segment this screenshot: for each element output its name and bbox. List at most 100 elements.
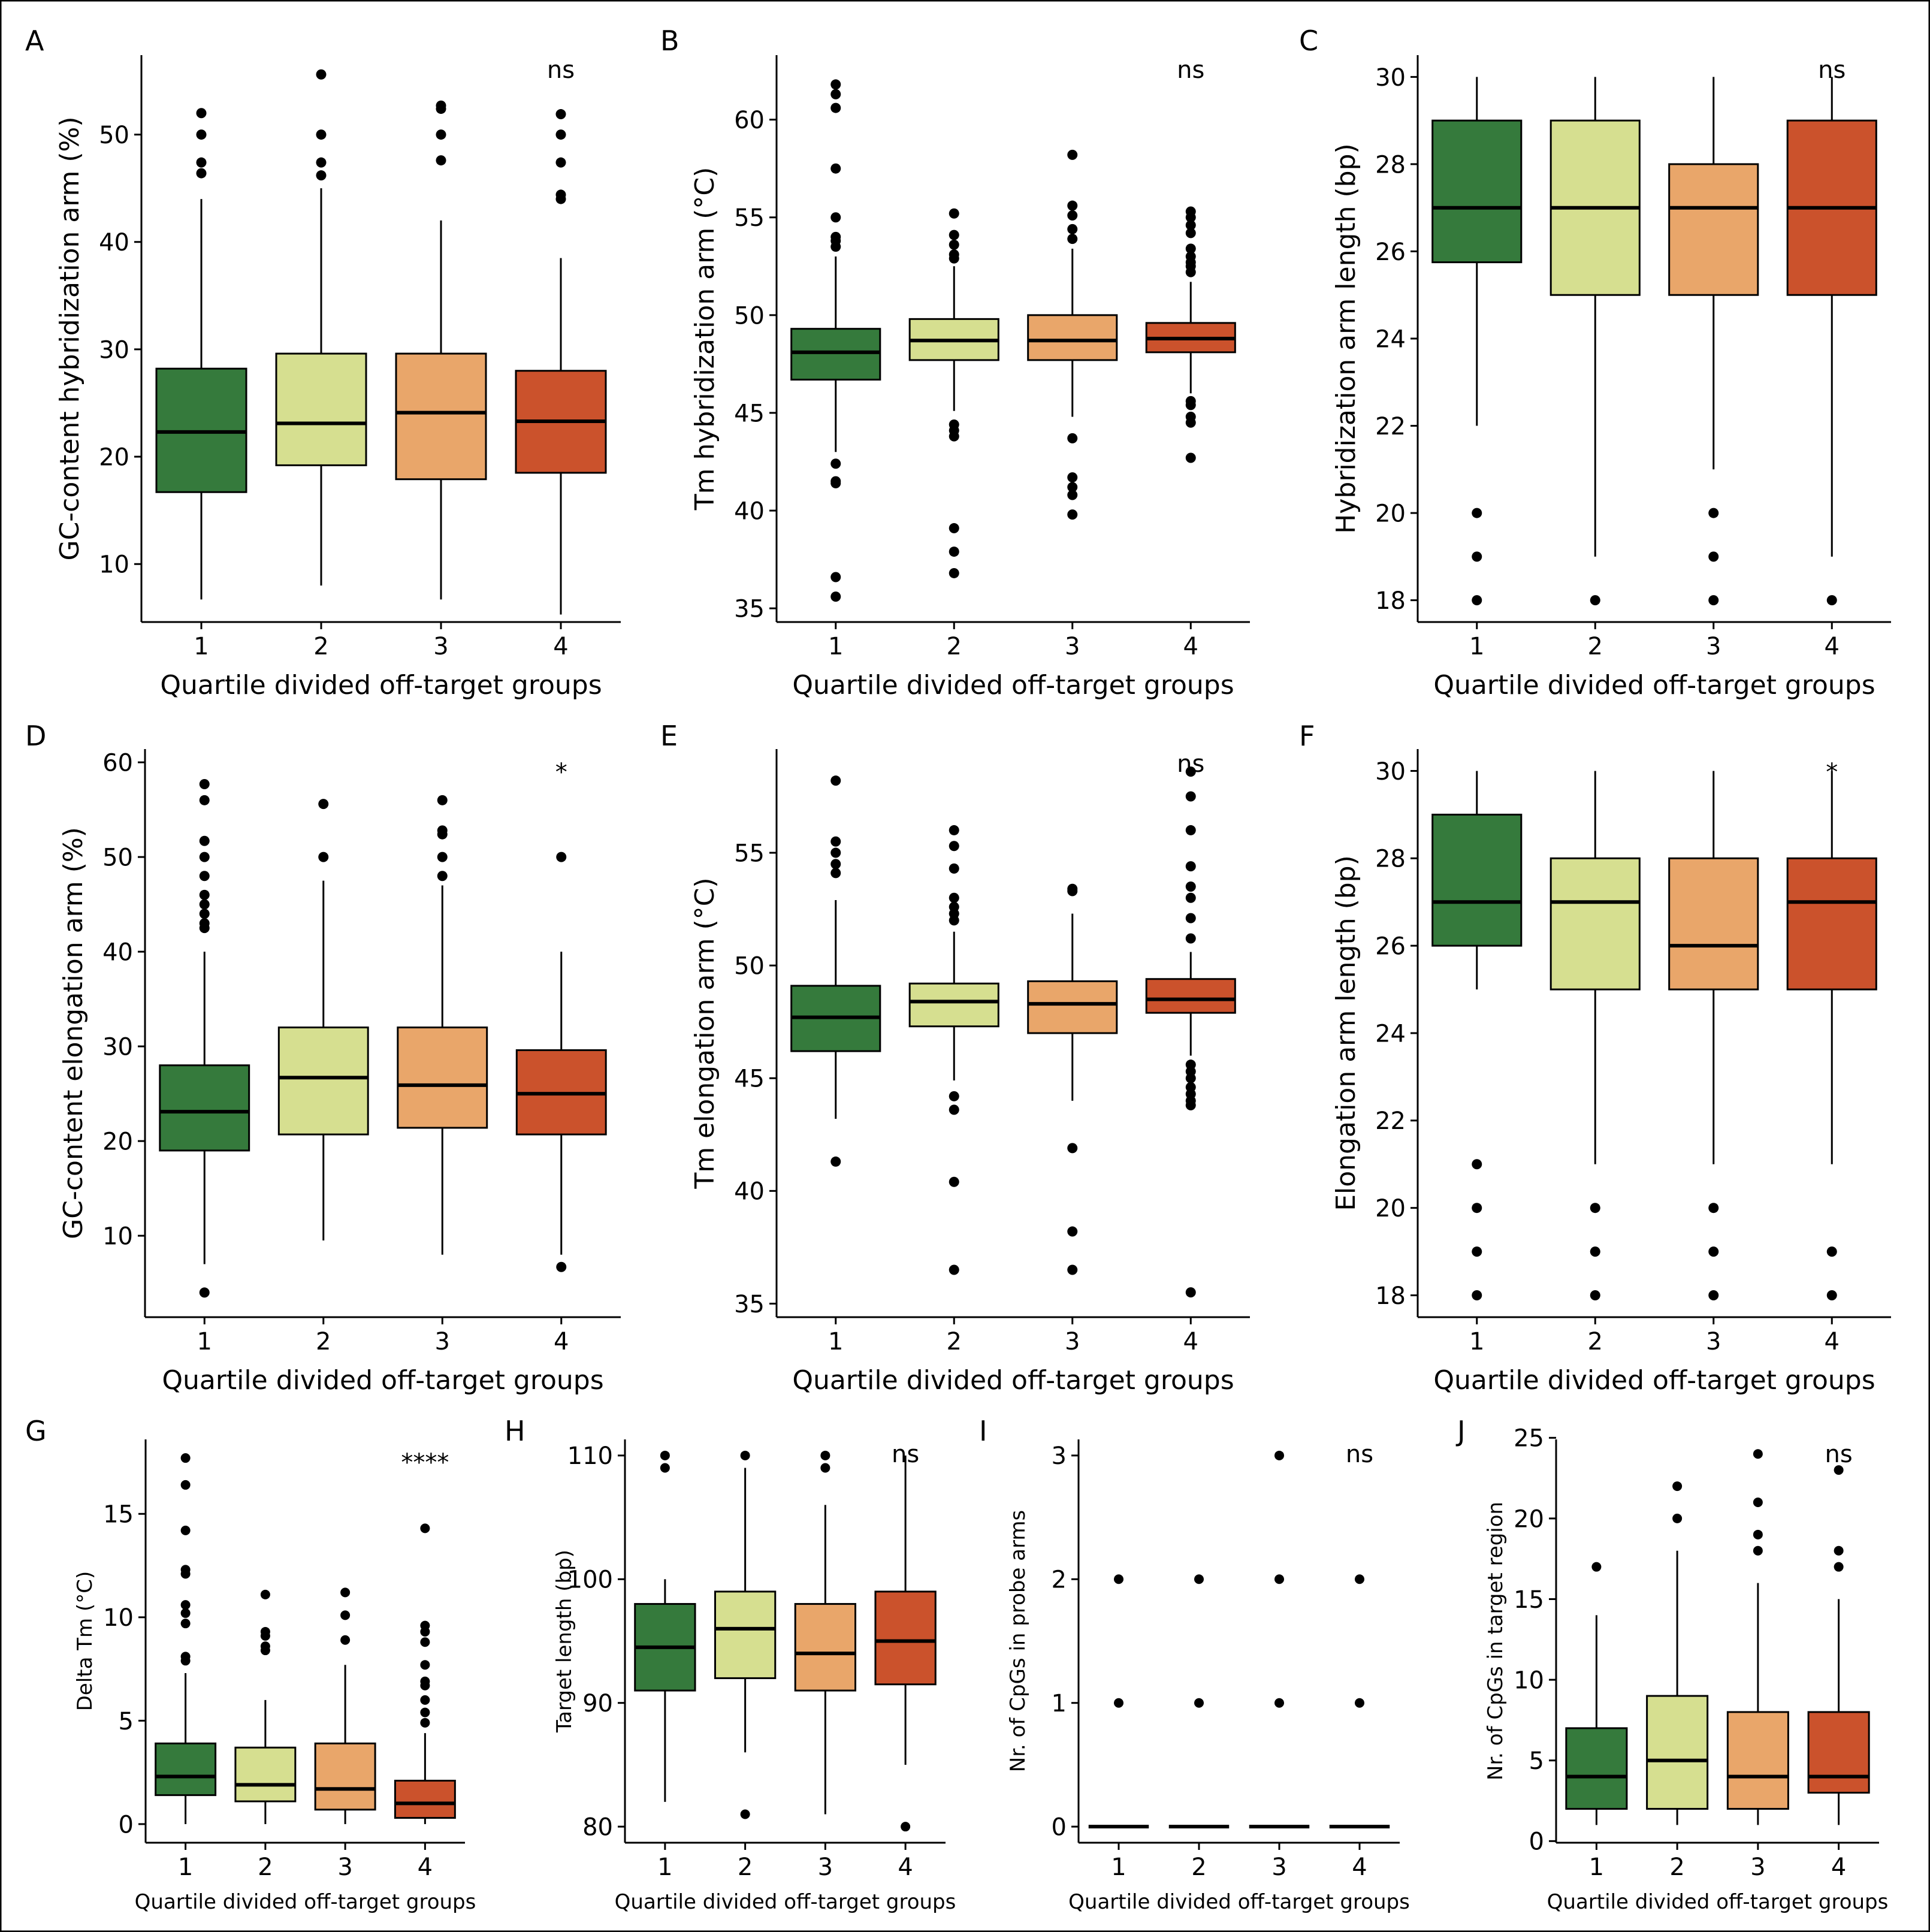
outlier-point — [830, 836, 841, 847]
outlier-point — [1185, 1287, 1196, 1298]
panel-c: C 18 20 22 24 26 28 30 1 2 3 4 Quartile divided off-… — [1299, 25, 1891, 701]
box-group-e-4 — [1145, 766, 1236, 1298]
y-tick-label-f: 24 — [1375, 1020, 1406, 1047]
outlier-point — [1834, 1465, 1844, 1475]
y-axis-title-d: GC-content elongation arm (%) — [58, 827, 89, 1239]
outlier-point — [420, 1707, 430, 1717]
outlier-point — [1472, 1159, 1482, 1170]
x-tick-label-j: 4 — [1831, 1853, 1846, 1881]
outlier-point — [420, 1523, 430, 1533]
outlier-point — [1591, 1562, 1602, 1572]
outlier-point — [1067, 490, 1078, 500]
panel-letter-j: J — [1455, 1415, 1466, 1447]
x-tick-label-j: 1 — [1589, 1853, 1604, 1881]
box — [1145, 978, 1236, 1014]
outlier-point — [1472, 551, 1482, 562]
outlier-point — [1185, 251, 1196, 262]
box-group-h-3 — [794, 1450, 857, 1815]
outlier-point — [420, 1695, 430, 1705]
outlier-point — [1185, 243, 1196, 254]
x-tick-label-f: 4 — [1825, 1328, 1840, 1356]
box — [277, 1027, 369, 1136]
x-tick-label-i: 3 — [1271, 1853, 1286, 1881]
outlier-point — [1194, 1698, 1204, 1708]
y-tick-label-j: 15 — [1514, 1586, 1544, 1614]
panel-letter-h: H — [505, 1415, 525, 1447]
x-tick-label-j: 3 — [1750, 1853, 1765, 1881]
box — [714, 1590, 777, 1679]
x-tick-label-j: 2 — [1669, 1853, 1684, 1881]
outlier-point — [199, 778, 210, 789]
y-tick-label-e: 55 — [734, 840, 765, 867]
y-tick-label-c: 18 — [1375, 587, 1406, 615]
x-tick-label-h: 2 — [738, 1853, 753, 1881]
significance-label-g: **** — [401, 1449, 449, 1477]
box-group-e-1 — [790, 775, 881, 1167]
box-group-g-4 — [394, 1523, 456, 1824]
x-tick-label-f: 1 — [1469, 1328, 1484, 1356]
outlier-point — [1672, 1481, 1683, 1492]
outlier-point — [660, 1450, 670, 1460]
panel-b: B 35 40 45 50 55 60 1 2 3 4 Quartile divided off-ta… — [660, 25, 1250, 701]
outlier-point — [949, 1176, 959, 1187]
y-tick-label-b: 40 — [734, 497, 765, 525]
y-tick-label-c: 26 — [1375, 239, 1406, 266]
y-tick-label-b: 45 — [734, 400, 765, 427]
panel-e: E 35 40 45 50 55 1 2 3 4 Quartile divided off-targ… — [660, 720, 1250, 1396]
box-group-g-3 — [314, 1587, 376, 1824]
x-tick-label-g: 3 — [337, 1853, 352, 1881]
outlier-point — [1590, 1203, 1600, 1213]
outlier-point — [1826, 1246, 1837, 1257]
y-axis-title-i: Nr. of CpGs in probe arms — [1006, 1510, 1030, 1772]
y-axis-title-j: Nr. of CpGs in target region — [1484, 1502, 1508, 1780]
panel-i: I 0 1 2 3 1 2 3 4 Quartile divided off-target gro… — [979, 1415, 1410, 1914]
box-group-c-2 — [1550, 77, 1641, 606]
x-tick-label-b: 1 — [828, 633, 843, 660]
x-tick-label-g: 1 — [178, 1853, 193, 1881]
outlier-point — [1274, 1698, 1284, 1708]
outlier-point — [830, 847, 841, 858]
box-group-d-4 — [515, 852, 607, 1272]
outlier-point — [1590, 595, 1600, 606]
outlier-point — [1067, 149, 1078, 160]
y-axis-title-f: Elongation arm length (bp) — [1331, 855, 1361, 1211]
panel-f: F 18 20 22 24 26 28 30 1 2 3 4 Quartile divided off-… — [1299, 720, 1891, 1396]
outlier-point — [1672, 1513, 1683, 1523]
box-group-c-3 — [1668, 77, 1759, 606]
outlier-point — [1753, 1529, 1763, 1539]
box-group-j-2 — [1646, 1481, 1709, 1825]
x-tick-label-a: 4 — [553, 633, 568, 660]
box — [1565, 1727, 1628, 1810]
outlier-point — [340, 1587, 351, 1598]
box-group-i-1 — [1088, 1574, 1149, 1829]
panel-a: A 10 20 30 40 50 1 2 3 4 Quartile divided off-targ… — [25, 25, 621, 701]
outlier-point — [1753, 1449, 1763, 1459]
outlier-point — [1194, 1574, 1204, 1584]
outlier-point — [949, 825, 959, 835]
outlier-point — [1708, 1290, 1719, 1301]
box — [394, 1779, 456, 1819]
x-axis-title-b: Quartile divided off-target groups — [792, 670, 1234, 701]
outlier-point — [199, 852, 210, 862]
outlier-point — [1753, 1497, 1763, 1507]
panel-letter-b: B — [660, 25, 679, 57]
outlier-point — [1826, 1290, 1837, 1301]
outlier-point — [830, 89, 841, 99]
outlier-point — [420, 1676, 430, 1686]
y-tick-label-j: 0 — [1529, 1828, 1544, 1856]
outlier-point — [1185, 892, 1196, 903]
box — [1807, 1711, 1870, 1794]
outlier-point — [199, 889, 210, 900]
outlier-point — [180, 1652, 191, 1662]
x-tick-label-e: 1 — [828, 1328, 843, 1356]
significance-label-j: ns — [1825, 1441, 1853, 1468]
box-group-c-1 — [1431, 77, 1523, 606]
box-group-f-1 — [1431, 771, 1523, 1301]
outlier-point — [1185, 396, 1196, 406]
outlier-point — [660, 1463, 670, 1473]
x-tick-label-i: 4 — [1352, 1853, 1367, 1881]
outlier-point — [949, 230, 959, 240]
outlier-point — [1067, 200, 1078, 211]
panel-j: J 0 5 10 15 20 25 1 2 3 4 Quartile divided off-targ… — [1455, 1415, 1888, 1914]
outlier-point — [199, 908, 210, 919]
